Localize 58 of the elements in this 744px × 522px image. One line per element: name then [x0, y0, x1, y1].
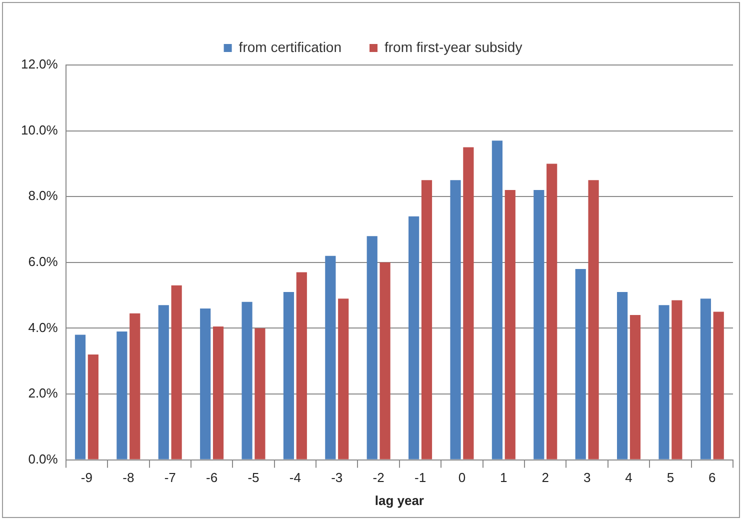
x-tick-label: 5	[666, 470, 674, 486]
bar	[212, 326, 224, 460]
x-tick-label: 6	[708, 470, 716, 486]
bar	[296, 272, 307, 460]
bar	[546, 164, 558, 460]
bar	[283, 292, 294, 460]
bar	[421, 180, 432, 460]
bar	[588, 180, 599, 460]
x-tick-label: -3	[331, 470, 343, 486]
x-tick-label: -4	[289, 470, 301, 486]
x-tick-label: -1	[414, 470, 426, 486]
y-tick-label: 12.0%	[20, 56, 58, 72]
bar	[158, 305, 169, 460]
bar	[408, 216, 420, 460]
bar	[242, 302, 252, 460]
legend-label: from certification	[238, 38, 342, 55]
x-tick-label: -7	[164, 470, 176, 486]
x-tick-label: 3	[583, 470, 591, 486]
bar	[575, 268, 586, 460]
x-tick-label: -6	[206, 470, 218, 486]
bar	[658, 305, 670, 460]
y-tick-label: 8.0%	[28, 188, 58, 204]
y-tick-label: 0.0%	[28, 451, 58, 466]
bar	[254, 328, 266, 460]
bar	[450, 180, 461, 460]
y-tick-label: 10.0%	[20, 122, 58, 138]
bar	[380, 262, 390, 460]
bar	[534, 190, 544, 460]
bar	[713, 312, 724, 460]
bar	[325, 256, 336, 460]
y-tick-label: 2.0%	[28, 386, 58, 401]
bar	[700, 298, 711, 460]
bar	[74, 334, 86, 460]
x-tick-label: 0	[458, 470, 466, 486]
x-tick-label: -2	[372, 470, 384, 486]
bar	[171, 285, 182, 460]
bar	[492, 140, 503, 460]
bar	[200, 308, 211, 460]
bar	[616, 292, 628, 460]
bar	[504, 190, 516, 460]
x-tick-label: 2	[542, 470, 549, 486]
bar	[116, 331, 128, 460]
x-axis-title: lag year	[374, 492, 424, 508]
y-tick-label: 4.0%	[28, 320, 58, 335]
x-tick-label: -8	[122, 470, 134, 486]
bar	[672, 300, 682, 460]
y-tick-label: 6.0%	[28, 254, 58, 269]
x-tick-label: -5	[248, 470, 260, 486]
x-tick-label: -9	[80, 470, 92, 486]
legend-label: from first-year subsidy	[384, 38, 522, 55]
x-tick-label: 1	[500, 470, 508, 486]
bar	[463, 147, 474, 460]
bar	[88, 354, 98, 460]
bar	[366, 236, 378, 460]
bar	[630, 315, 641, 460]
bar	[130, 313, 140, 460]
bar	[338, 298, 349, 460]
x-tick-label: 4	[625, 470, 632, 486]
